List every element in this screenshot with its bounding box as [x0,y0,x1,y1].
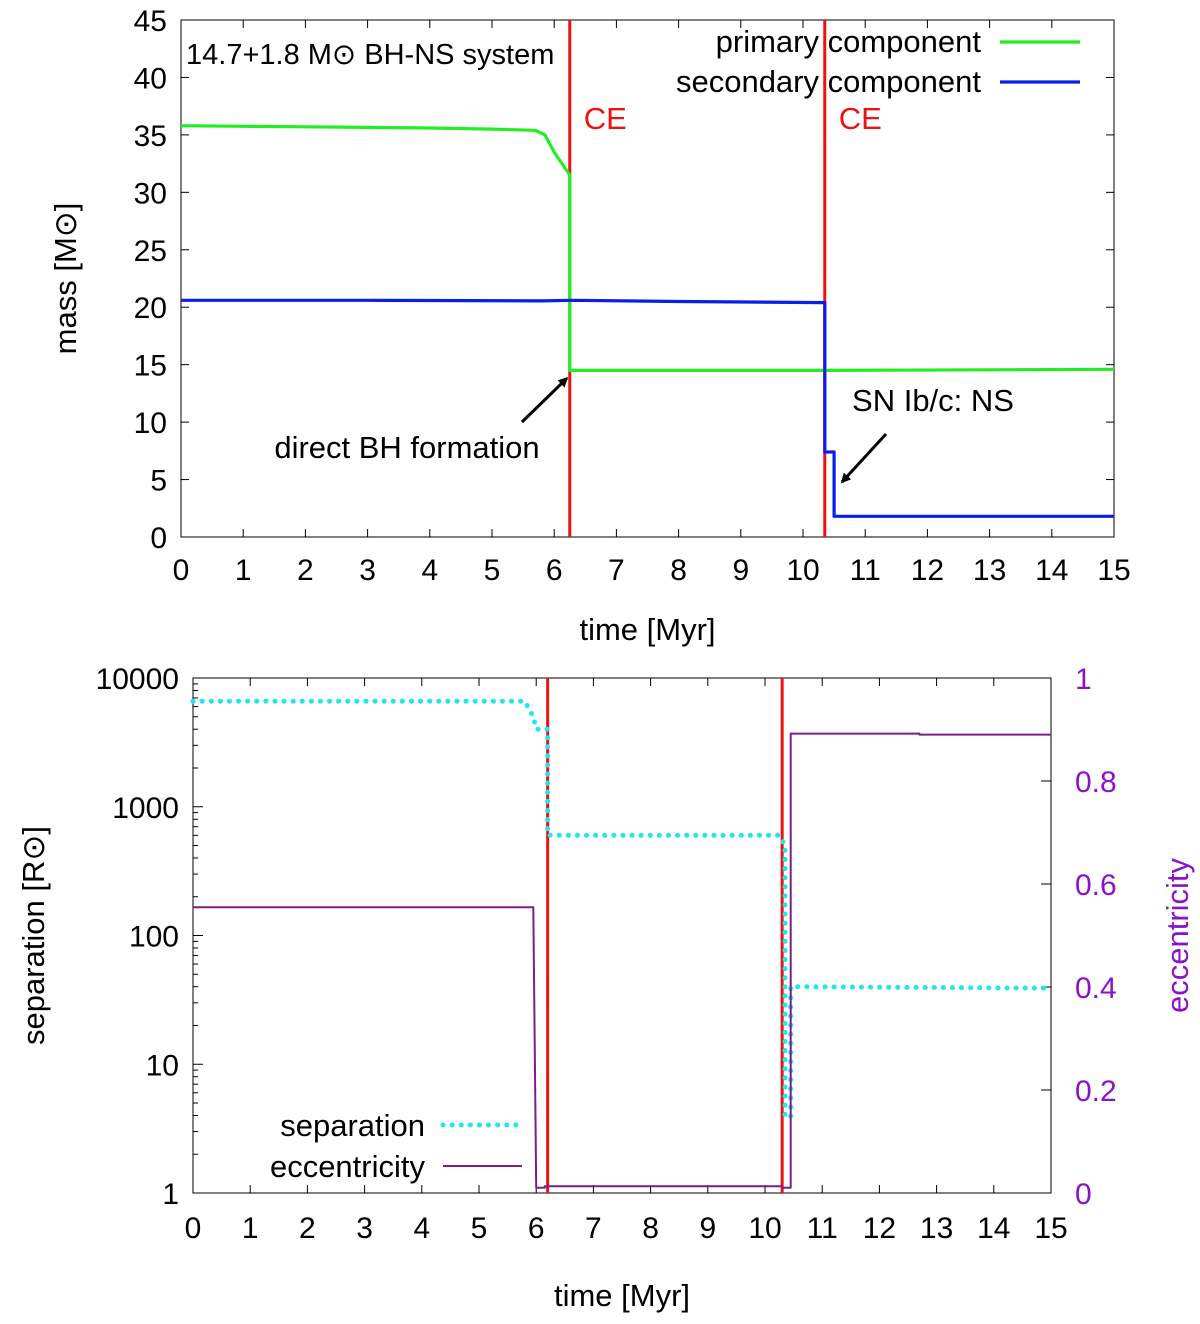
x-tick-label: 13 [920,1212,953,1245]
x-tick-label: 15 [1097,554,1130,587]
x-tick-label: 11 [807,1212,838,1245]
x-tick-label: 14 [977,1212,1010,1245]
x-tick-label: 0 [173,554,190,587]
x-tick-label: 12 [863,1212,896,1245]
y-tick-label: 10 [134,407,167,440]
y-tick-label: 45 [134,5,167,38]
x-tick-label: 3 [359,554,376,587]
x-tick-label: 15 [1034,1212,1067,1245]
ce-label: CE [839,101,882,136]
x-tick-label: 1 [242,1212,259,1245]
x-tick-label: 0 [185,1212,202,1245]
y2-tick-label: 0.4 [1075,972,1117,1005]
ce-label: CE [584,101,627,136]
y2-tick-label: 0.2 [1075,1075,1117,1108]
primary-component-line [180,124,1115,372]
x-tick-label: 6 [528,1212,545,1245]
x-axis-label: time [Myr] [579,612,715,647]
y-tick-label: 0 [150,522,167,555]
y-tick-label: 25 [134,235,167,268]
x-tick-label: 8 [642,1212,659,1245]
legend-label: primary component [716,24,982,59]
x-tick-label: 12 [911,554,944,587]
y-tick-label: 100 [129,921,179,954]
x-tick-label: 5 [471,1212,488,1245]
x-tick-label: 9 [732,554,749,587]
x-tick-label: 2 [297,554,314,587]
y-tick-label: 20 [134,292,167,325]
y-tick-label: 40 [134,62,167,95]
x-tick-label: 7 [585,1212,602,1245]
x-tick-label: 9 [699,1212,716,1245]
separation-eccentricity-panel: 0 1 2 3 4 5 6 7 8 9 10 11 12 13 14 1511010010001000000.… [16,663,1195,1313]
x-tick-label: 1 [235,554,252,587]
y-tick-label: 5 [150,465,167,498]
x-tick-label: 10 [748,1212,781,1245]
annotation-arrow [520,377,569,424]
x-tick-label: 8 [670,554,687,587]
x-tick-label: 10 [786,554,819,587]
y-tick-label: 15 [134,350,167,383]
x-tick-label: 13 [973,554,1006,587]
y2-tick-label: 1 [1075,663,1092,696]
separation-line [190,698,1054,1120]
x-tick-label: 14 [1035,554,1068,587]
y2-axis-label: eccentricity [1160,857,1195,1013]
x-tick-label: 2 [299,1212,316,1245]
plot-frame [180,19,1115,538]
x-tick-label: 3 [356,1212,373,1245]
x-tick-label: 6 [546,554,563,587]
y2-tick-label: 0 [1075,1178,1092,1211]
y-tick-label: 35 [134,120,167,153]
y-tick-label: 10 [146,1049,179,1082]
x-tick-label: 11 [850,554,881,587]
eccentricity-line [193,732,1051,1189]
annotation-arrow [840,432,888,484]
y-axis-label: separation [R⊙] [16,826,51,1045]
legend-label: separation [280,1108,425,1143]
annotation-text: direct BH formation [274,430,539,465]
y-tick-label: 30 [134,177,167,210]
y2-tick-label: 0.8 [1075,766,1117,799]
y-tick-label: 10000 [96,663,179,696]
y2-tick-label: 0.6 [1075,869,1117,902]
y-axis-label: mass [M⊙] [48,203,83,355]
x-tick-label: 5 [484,554,501,587]
y-tick-label: 1 [162,1178,179,1211]
chart-title: 14.7+1.8 M⊙ BH-NS system [186,39,554,71]
legend-label: secondary component [676,64,981,99]
annotation-text: SN Ib/c: NS [852,383,1014,418]
secondary-component-line [181,298,1114,518]
legend-label: eccentricity [270,1149,426,1184]
x-tick-label: 7 [608,554,625,587]
x-tick-label: 4 [413,1212,430,1245]
x-axis-label: time [Myr] [554,1278,690,1313]
x-tick-label: 4 [421,554,438,587]
y-tick-label: 1000 [112,792,179,825]
mass-vs-time-panel: 0 1 2 3 4 5 6 7 8 9 10 11 12 13 14 15051015202530354045… [48,5,1131,647]
